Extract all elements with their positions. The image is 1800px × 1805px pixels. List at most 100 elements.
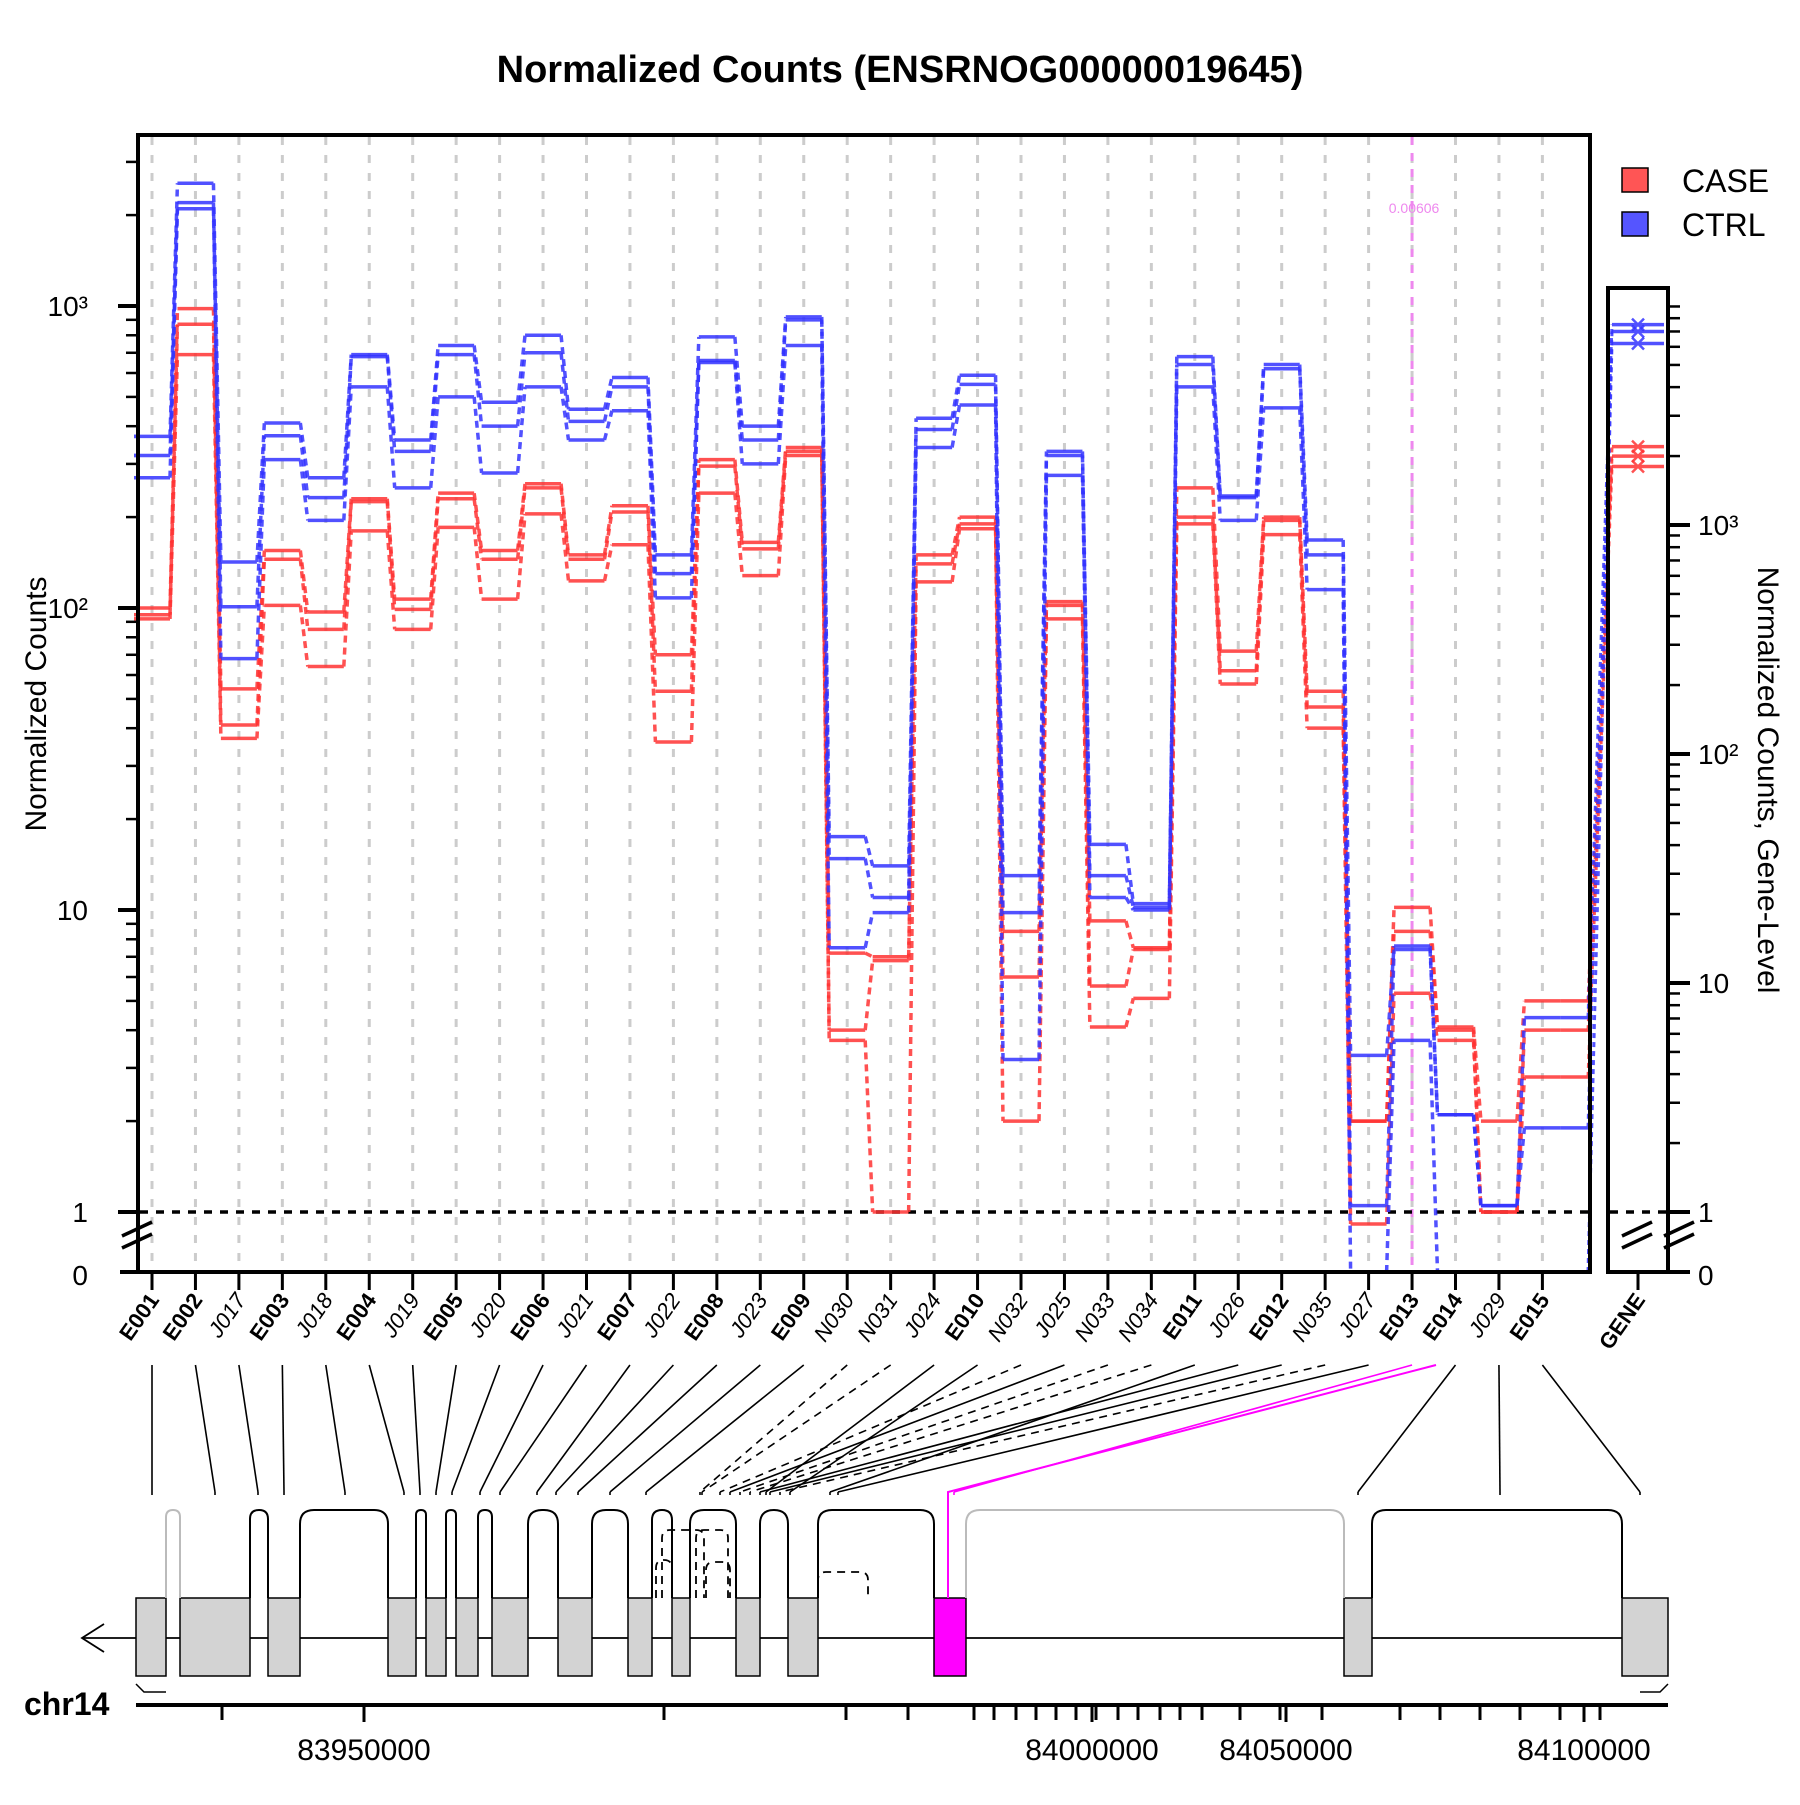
- pvalue-annotation: 0.00606: [1389, 200, 1440, 216]
- data-connector: [733, 362, 745, 465]
- data-connector: [1341, 728, 1353, 1225]
- data-connector: [1124, 844, 1136, 904]
- feature-label: J029: [1463, 1289, 1511, 1343]
- gene-y-tick-label: 10²: [1698, 739, 1738, 770]
- data-connector: [1124, 997, 1136, 1028]
- feature-label: E001: [114, 1289, 164, 1345]
- data-connector: [1124, 949, 1136, 987]
- data-connector: [993, 405, 1005, 1060]
- data-connector: [863, 1040, 875, 1213]
- data-connector: [906, 581, 918, 1213]
- feature-connector: [749, 1364, 1152, 1493]
- data-connector: [385, 386, 397, 488]
- feature-label: J027: [1332, 1288, 1381, 1343]
- feature-connector: [1498, 1364, 1501, 1493]
- feature-label: E008: [679, 1289, 729, 1345]
- data-connector: [428, 527, 440, 630]
- gene-axis-title: Normalized Counts, Gene-Level: [1751, 567, 1784, 994]
- splice-junction-arc: [651, 1508, 673, 1598]
- feature-connector: [739, 1364, 1109, 1493]
- feature-label: E007: [592, 1289, 642, 1345]
- feature-connector: [499, 1364, 588, 1493]
- data-connector: [602, 410, 614, 441]
- exon-block: [1343, 1597, 1373, 1677]
- feature-connector: [479, 1364, 544, 1493]
- data-connector: [255, 459, 267, 659]
- gene-plot-frame: [1606, 286, 1670, 1274]
- exon-block: [735, 1597, 761, 1677]
- novel-junction-arc: [655, 1559, 673, 1598]
- feature-connector: [238, 1364, 259, 1493]
- feature-connector: [325, 1364, 346, 1493]
- feature-label: E014: [1418, 1288, 1468, 1345]
- data-connector: [646, 544, 658, 743]
- data-connector: [950, 523, 962, 565]
- data-connector: [472, 498, 484, 560]
- gene-level-marker: [1631, 449, 1645, 463]
- feature-connector: [837, 1364, 1369, 1493]
- data-connector: [1428, 992, 1440, 1041]
- splice-junction-arc: [591, 1509, 629, 1598]
- series-case-0: [134, 306, 1664, 1123]
- data-connector: [863, 960, 875, 1031]
- y-tick-label: 10²: [48, 593, 88, 624]
- y-tick-label: 0: [72, 1260, 88, 1291]
- axis-break-icon: [1663, 1220, 1695, 1250]
- data-connector: [733, 493, 745, 576]
- data-connector: [820, 345, 831, 948]
- exon-block: [455, 1597, 479, 1677]
- exon-block: [425, 1597, 447, 1677]
- data-connector: [776, 345, 788, 465]
- feature-label: J020: [463, 1288, 512, 1343]
- data-connector: [689, 493, 701, 743]
- data-connector: [1124, 875, 1136, 908]
- gene-feature-label: GENE: [1594, 1289, 1650, 1354]
- data-connector: [342, 530, 353, 667]
- feature-connector: [368, 1364, 405, 1493]
- data-connector: [602, 544, 614, 582]
- gene-level-marker: [1631, 459, 1645, 474]
- data-connector: [776, 447, 788, 543]
- data-connector: [298, 605, 310, 667]
- genomic-tick-label: 84100000: [1517, 1734, 1650, 1767]
- series-case-2: [134, 352, 1664, 1226]
- data-connector: [1341, 589, 1353, 1273]
- y-tick-label: 10: [57, 895, 88, 926]
- data-connector: [1211, 523, 1222, 685]
- data-connector: [472, 527, 484, 600]
- data-connector: [211, 208, 223, 659]
- data-connector: [1167, 386, 1179, 911]
- feature-label: J022: [637, 1289, 685, 1343]
- exon-block: [267, 1597, 301, 1677]
- axes: Normalized Counts Normalized Counts, Gen…: [20, 135, 1784, 1291]
- feature-connector: [1357, 1364, 1457, 1493]
- feature-label: E013: [1374, 1289, 1424, 1345]
- novel-junction-arc: [817, 1571, 869, 1598]
- genomic-tick-label: 83950000: [297, 1734, 430, 1767]
- data-connector: [906, 447, 918, 913]
- feature-connector: [411, 1364, 421, 1493]
- splice-junction-arc: [689, 1509, 737, 1598]
- data-connector: [385, 356, 397, 452]
- data-connector: [1586, 331, 1614, 1128]
- splice-junction-arc: [415, 1508, 427, 1598]
- data-connector: [1037, 475, 1049, 1060]
- data-connector: [950, 384, 962, 430]
- feature-label: E003: [244, 1289, 294, 1345]
- exon-block: [135, 1597, 167, 1677]
- novel-junction-arc: [705, 1561, 731, 1598]
- data-connector: [298, 422, 310, 478]
- data-connector: [1211, 386, 1222, 521]
- feature-connector: [451, 1364, 501, 1493]
- strand-arrow-icon: [80, 1623, 105, 1653]
- feature-label: E004: [331, 1288, 381, 1345]
- exon-block: [179, 1597, 251, 1677]
- data-connector: [863, 912, 875, 949]
- legend: CASE CTRL: [1621, 163, 1769, 243]
- data-connector: [776, 316, 788, 427]
- data-connector: [1080, 618, 1092, 1027]
- data-connector: [515, 386, 527, 474]
- exon-block: [1621, 1597, 1669, 1677]
- data-connector: [168, 208, 180, 478]
- data-connector: [820, 316, 831, 837]
